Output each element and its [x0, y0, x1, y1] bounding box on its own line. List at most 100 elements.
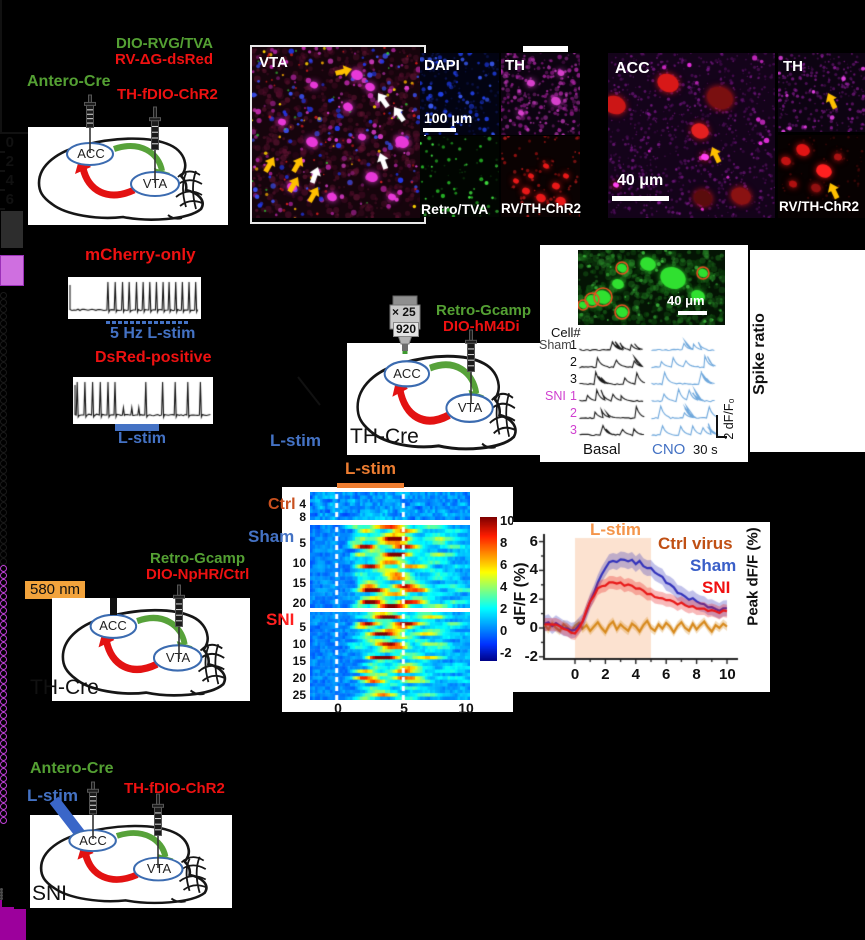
- legend-ctrl-virus: Ctrl virus: [658, 534, 733, 553]
- box-whisker: [0, 900, 2, 908]
- scalebar-40um: [612, 196, 669, 201]
- syringe-icon: [84, 94, 96, 153]
- stim-dash: [124, 321, 128, 324]
- cno-label: CNO: [652, 441, 686, 458]
- spike-dot: [0, 614, 7, 622]
- heatmap-stim-bar: [337, 483, 404, 488]
- syringe-icon: [87, 781, 99, 839]
- acc-merged-image: [608, 53, 775, 218]
- stim-dash: [154, 321, 158, 324]
- rv-th-chr2-label: RV/TH-ChR2: [501, 201, 582, 216]
- spike-dot: [0, 306, 7, 314]
- legend-sham: Sham: [690, 556, 737, 575]
- line-xtick: 10: [719, 666, 736, 683]
- syringe-icon: [152, 793, 164, 868]
- syringe-icon: [465, 329, 477, 404]
- stim-dash: [184, 321, 188, 324]
- stim-dash: [178, 321, 182, 324]
- spike-dot: [0, 369, 7, 377]
- spike-dot: [0, 334, 7, 342]
- spike-dot: [0, 327, 7, 335]
- lstim-label-c: L-stim: [270, 431, 321, 450]
- spike-dot: [0, 649, 7, 657]
- spike-dot: [0, 509, 7, 517]
- acc-th-label: TH: [783, 58, 803, 75]
- vta-label-a: VTA: [142, 176, 168, 191]
- spike-dot: [0, 404, 7, 412]
- spike-dot: [0, 782, 7, 790]
- retro-tva-image: [420, 136, 499, 217]
- line-ytick: 2: [529, 590, 538, 608]
- spike-ytick: 6: [5, 191, 14, 208]
- spike-dot: [0, 418, 7, 426]
- heatmap-ctrl-label: Ctrl: [268, 496, 296, 513]
- rv-th-chr2-image: [501, 136, 580, 217]
- sni-row1: 1: [570, 389, 577, 403]
- spike-dot: [0, 313, 7, 321]
- spike-dot: [0, 768, 7, 776]
- spike-bar-SNI: [0, 255, 24, 287]
- df-line-chart: [514, 522, 769, 692]
- line-ytick: 4: [529, 561, 538, 579]
- ca-scalebar: [678, 311, 707, 315]
- spike-dot: [0, 656, 7, 664]
- dapi-label: DAPI: [424, 57, 460, 74]
- vta-merged-image: [252, 47, 420, 218]
- objective-920: 920: [393, 322, 420, 337]
- sni-row2: 2: [570, 406, 577, 420]
- acc-label-d: ACC: [79, 833, 107, 848]
- spike-dot: [0, 607, 7, 615]
- spike-dot: [0, 579, 7, 587]
- acc-image-title: ACC: [615, 60, 650, 77]
- heatmap-sni: [310, 612, 470, 700]
- acc-rv-label: RV/TH-ChR2: [779, 199, 860, 214]
- hm-xtick: 0: [334, 700, 342, 716]
- spike-err: [0, 248, 2, 254]
- sni-label-d: SNI: [32, 882, 68, 905]
- vta-image-title: VTA: [259, 54, 288, 71]
- sham-row2: 2: [570, 355, 577, 369]
- syringe-icon: [173, 584, 185, 659]
- spike-dot: [0, 383, 7, 391]
- scalebar-top: [523, 46, 568, 52]
- spike-ytick: 2: [5, 153, 14, 170]
- spike-bar-Sham: [0, 210, 24, 249]
- spike-dot: [0, 390, 7, 398]
- legend-sni: SNI: [702, 578, 731, 597]
- spike-dot: [0, 537, 7, 545]
- stim-dash: [142, 321, 146, 324]
- mcherry-trace: [68, 277, 201, 319]
- scalebar-100um: [423, 128, 456, 132]
- ca-yscale-label: 2 dF/F₀: [722, 398, 736, 440]
- syringe-icon: [149, 106, 161, 183]
- spike-dot: [0, 733, 7, 741]
- antero-cre-label-d: Antero-Cre: [30, 760, 114, 777]
- ca-scale-40um: 40 μm: [667, 293, 705, 308]
- hm-tick: 5: [299, 620, 306, 634]
- spike-dot: [0, 698, 7, 706]
- heatmap-lstim-label: L-stim: [345, 459, 396, 478]
- line-xtick: 8: [692, 666, 701, 683]
- hm-tick: 8: [299, 510, 306, 524]
- gray-dot: [0, 897, 3, 901]
- cellnum-label: Cell#: [551, 325, 581, 340]
- brain-drawing-a: [28, 127, 228, 225]
- spike-dot: [0, 544, 7, 552]
- spike-ratio-panel: [750, 250, 865, 452]
- cbar-tick: 8: [500, 535, 508, 550]
- spike-ytick: 4: [5, 172, 14, 189]
- retro-gcamp-label-c: Retro-Gcamp: [150, 550, 246, 567]
- spike-dot: [0, 586, 7, 594]
- spike-err: [0, 286, 2, 291]
- gray-dot: [0, 891, 3, 895]
- acc-th-image: [778, 53, 865, 132]
- label-rv-dg-dsred: RV-ΔG-dsRed: [115, 51, 214, 68]
- spike-dot: [0, 691, 7, 699]
- spike-dot: [0, 439, 7, 447]
- spike-dot: [0, 740, 7, 748]
- hm-tick: 5: [299, 536, 306, 550]
- spike-dot: [0, 502, 7, 510]
- vta-label-b: VTA: [457, 400, 483, 415]
- spike-dot: [0, 761, 7, 769]
- line-xtick: 0: [570, 666, 580, 683]
